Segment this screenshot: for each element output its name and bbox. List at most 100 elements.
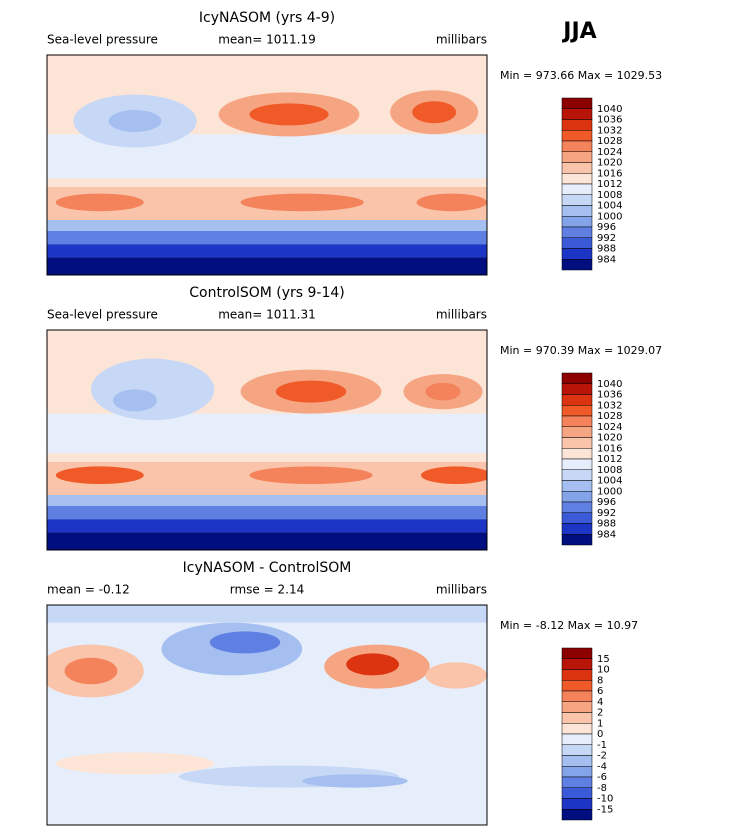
- colorbar-box: [561, 140, 593, 152]
- colorbar-label: -6: [597, 772, 607, 783]
- colorbar-box: [561, 130, 593, 142]
- min-max: Min = 970.39 Max = 1029.07: [500, 344, 662, 357]
- map-frame: [46, 329, 488, 551]
- contour-cell: [275, 380, 347, 403]
- contour-cell: [64, 657, 118, 685]
- colorbar-box: [561, 108, 593, 120]
- colorbar-box: [561, 534, 593, 546]
- left-label: Sea-level pressure: [47, 33, 158, 47]
- colorbar-box: [561, 448, 593, 460]
- colorbar-label: 1008: [597, 465, 622, 476]
- colorbar-label: 1032: [597, 400, 622, 411]
- colorbar-box: [561, 119, 593, 131]
- contour-cell: [249, 466, 373, 485]
- colorbar-label: 1036: [597, 115, 622, 126]
- contour-cell: [108, 110, 162, 132]
- colorbar-box: [561, 647, 593, 659]
- colorbar-box: [561, 512, 593, 524]
- colorbar-label: 4: [597, 697, 603, 708]
- colorbar-box: [561, 151, 593, 163]
- colorbar-label: 1036: [597, 390, 622, 401]
- colorbar-label: -4: [597, 761, 607, 772]
- colorbar-label: 1040: [597, 104, 622, 115]
- contour-cell: [425, 662, 487, 689]
- colorbar-label: 1016: [597, 168, 622, 179]
- contour-cell: [91, 358, 215, 421]
- left-label: Sea-level pressure: [47, 308, 158, 322]
- right-label: millibars: [436, 33, 487, 47]
- colorbar-box: [561, 723, 593, 735]
- colorbar-box: [561, 372, 593, 384]
- colorbar-box: [561, 658, 593, 670]
- colorbar-box: [561, 394, 593, 406]
- right-label: millibars: [436, 583, 487, 597]
- colorbar-box: [561, 437, 593, 449]
- colorbar-label: -1: [597, 740, 607, 751]
- panel-title: IcyNASOM - ControlSOM: [183, 560, 352, 576]
- contour-band: [47, 413, 487, 454]
- colorbar-box: [561, 415, 593, 427]
- colorbar-label: 1020: [597, 433, 622, 444]
- colorbar-box: [561, 491, 593, 503]
- contour-band: [47, 506, 487, 520]
- colorbar-box: [561, 259, 593, 271]
- contour-band: [47, 519, 487, 533]
- colorbar-box: [561, 798, 593, 810]
- colorbar-box: [561, 97, 593, 109]
- colorbar-label: 1004: [597, 201, 622, 212]
- colorbar-label: 988: [597, 519, 616, 530]
- colorbar-label: 1012: [597, 179, 622, 190]
- map: [47, 605, 487, 825]
- colorbar-label: 8: [597, 675, 603, 686]
- contour-cell: [55, 466, 144, 485]
- colorbar-label: 1012: [597, 454, 622, 465]
- colorbar-label: 1016: [597, 443, 622, 454]
- colorbar-box: [561, 766, 593, 778]
- contour-cell: [346, 653, 399, 676]
- map-frame: [46, 54, 488, 276]
- colorbar-label: 2: [597, 708, 603, 719]
- colorbar-label: 992: [597, 233, 616, 244]
- contour-band: [47, 605, 487, 623]
- colorbar-box: [561, 426, 593, 438]
- colorbar-box: [561, 776, 593, 788]
- colorbar-label: -8: [597, 783, 607, 794]
- colorbar-box: [561, 173, 593, 185]
- colorbar-box: [561, 680, 593, 692]
- colorbar-box: [561, 205, 593, 217]
- colorbar-label: 0: [597, 729, 603, 740]
- colorbar-label: -10: [597, 794, 613, 805]
- colorbar-label: 1028: [597, 136, 622, 147]
- right-label: millibars: [436, 308, 487, 322]
- map: [47, 55, 487, 275]
- season-label: JJA: [561, 19, 596, 44]
- contour-band: [47, 495, 487, 506]
- contour-band: [47, 244, 487, 258]
- panel-title: IcyNASOM (yrs 4-9): [199, 10, 335, 26]
- colorbar-label: -15: [597, 804, 613, 815]
- colorbar-label: 6: [597, 686, 603, 697]
- map: [47, 330, 487, 550]
- colorbar-label: 1024: [597, 422, 622, 433]
- contour-band: [47, 231, 487, 245]
- colorbar-label: 996: [597, 222, 616, 233]
- contour-cell: [209, 631, 281, 654]
- contour-cell: [55, 193, 144, 212]
- colorbar-box: [561, 809, 593, 821]
- colorbar-label: 988: [597, 244, 616, 255]
- colorbar-box: [561, 183, 593, 195]
- colorbar-box: [561, 755, 593, 767]
- contour-band: [47, 220, 487, 231]
- colorbar-box: [561, 458, 593, 470]
- colorbar-label: 992: [597, 508, 616, 519]
- map-frame: [46, 604, 488, 826]
- colorbar-box: [561, 469, 593, 481]
- contour-cell: [416, 193, 487, 212]
- colorbar-label: 1040: [597, 379, 622, 390]
- center-label: mean= 1011.19: [218, 33, 316, 47]
- colorbar-label: 15: [597, 654, 610, 665]
- colorbar-label: 1004: [597, 476, 622, 487]
- colorbar-label: 1032: [597, 125, 622, 136]
- colorbar-label: 984: [597, 529, 616, 540]
